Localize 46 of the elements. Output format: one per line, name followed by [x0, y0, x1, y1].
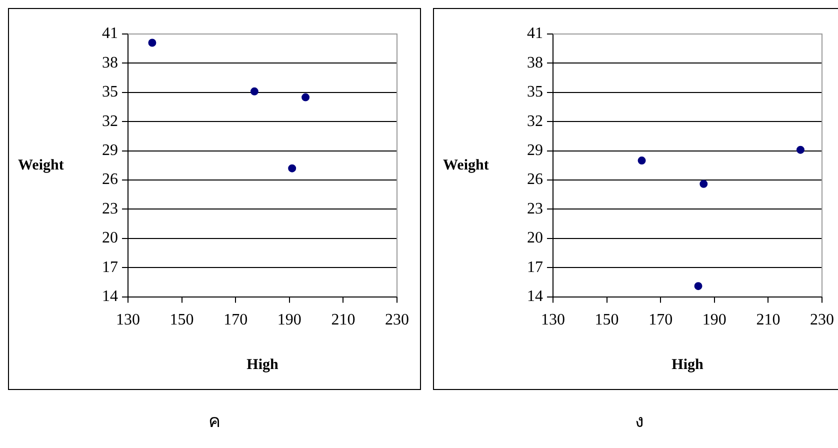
y-tick-label: 17	[102, 258, 118, 276]
y-tick-label: 20	[102, 230, 118, 247]
x-axis-title: High	[672, 356, 704, 373]
x-tick-label: 170	[648, 312, 673, 329]
y-tick-label: 17	[527, 258, 543, 276]
y-tick-label: 14	[527, 288, 543, 306]
y-axis-title: Weight	[443, 157, 489, 174]
point	[250, 87, 258, 96]
text: ค	[208, 410, 222, 433]
x-tick-label: 150	[170, 312, 194, 329]
y-tick-label: 26	[527, 171, 543, 188]
y-tick-label: 35	[527, 84, 543, 101]
y-tick-label: 26	[102, 171, 118, 188]
y-tick-label: 38	[102, 54, 118, 72]
y-tick-label: 23	[527, 200, 543, 218]
x-tick-label: 190	[702, 312, 726, 329]
point	[700, 180, 708, 188]
x-tick-label: 230	[385, 312, 409, 329]
point	[638, 156, 646, 165]
point	[796, 146, 804, 154]
point	[694, 282, 702, 290]
y-tick-label: 32	[527, 112, 543, 130]
y-tick-label: 14	[102, 288, 118, 306]
x-tick-label: 150	[594, 312, 619, 329]
point	[148, 38, 156, 47]
y-tick-label: 23	[102, 200, 118, 218]
x-tick-label: 130	[541, 312, 565, 329]
point	[302, 93, 310, 102]
x-axis-title: High	[246, 356, 279, 373]
y-axis-title: Weight	[18, 157, 64, 174]
x-tick-label: 210	[756, 312, 780, 329]
text: ง	[634, 410, 645, 433]
x-tick-label: 130	[116, 312, 140, 329]
x-tick-label: 170	[224, 312, 248, 329]
y-tick-label: 38	[527, 54, 543, 72]
y-tick-label: 41	[527, 25, 543, 42]
x-tick-label: 210	[331, 312, 356, 329]
x-tick-label: 230	[810, 312, 834, 329]
y-tick-label: 29	[527, 142, 543, 160]
y-tick-label: 20	[527, 230, 543, 247]
x-tick-label: 190	[277, 312, 302, 329]
y-tick-label: 35	[102, 84, 118, 101]
y-tick-label: 29	[102, 142, 118, 160]
y-tick-label: 41	[102, 25, 118, 42]
y-tick-label: 32	[102, 112, 118, 130]
point	[288, 164, 296, 172]
